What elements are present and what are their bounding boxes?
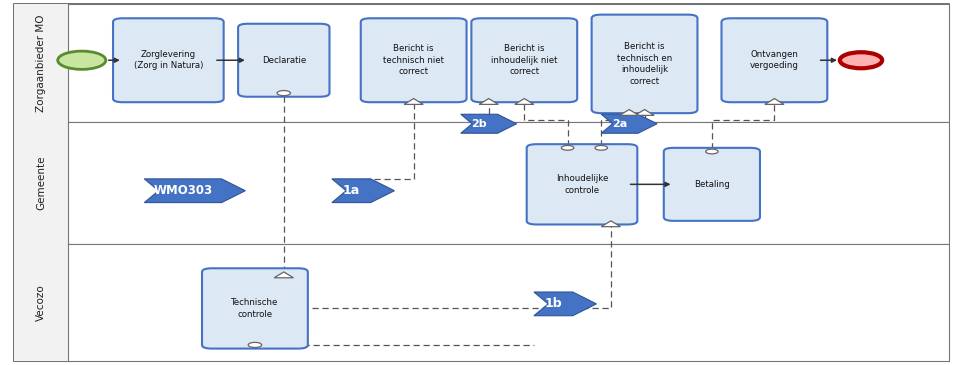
Polygon shape <box>332 179 394 203</box>
Bar <box>14 4 67 122</box>
Text: Gemeente: Gemeente <box>37 155 46 210</box>
Text: 1b: 1b <box>544 297 561 310</box>
Text: 1a: 1a <box>342 184 359 197</box>
Polygon shape <box>514 99 533 104</box>
Polygon shape <box>274 272 293 278</box>
Circle shape <box>704 149 717 154</box>
Bar <box>14 122 949 243</box>
Polygon shape <box>764 99 783 104</box>
Circle shape <box>58 51 106 69</box>
Text: Betaling: Betaling <box>693 180 729 189</box>
Text: Zorglevering
(Zorg in Natura): Zorglevering (Zorg in Natura) <box>134 50 203 70</box>
Text: Ontvangen
vergoeding: Ontvangen vergoeding <box>750 50 798 70</box>
FancyBboxPatch shape <box>237 24 329 97</box>
FancyBboxPatch shape <box>202 268 308 349</box>
Text: Inhoudelijke
controle: Inhoudelijke controle <box>555 174 607 195</box>
FancyBboxPatch shape <box>471 18 577 102</box>
Text: Bericht is
inhoudelijk niet
correct: Bericht is inhoudelijk niet correct <box>490 44 557 76</box>
FancyBboxPatch shape <box>527 144 636 224</box>
Text: 2a: 2a <box>611 119 627 129</box>
Text: Bericht is
technisch en
inhoudelijk
correct: Bericht is technisch en inhoudelijk corr… <box>616 42 672 85</box>
Circle shape <box>277 91 290 96</box>
Polygon shape <box>601 221 620 227</box>
Polygon shape <box>619 110 638 115</box>
Text: Zorgaanbieder MO: Zorgaanbieder MO <box>37 15 46 112</box>
Polygon shape <box>404 99 423 104</box>
Bar <box>14 4 949 122</box>
Bar <box>14 243 67 361</box>
Text: Vecozo: Vecozo <box>37 284 46 321</box>
Polygon shape <box>479 99 498 104</box>
Bar <box>14 122 67 243</box>
Circle shape <box>560 146 573 150</box>
Polygon shape <box>601 114 656 133</box>
Text: WMO303: WMO303 <box>153 184 212 197</box>
Circle shape <box>839 52 881 68</box>
Text: Technische
controle: Technische controle <box>231 298 279 319</box>
Polygon shape <box>533 292 596 316</box>
Polygon shape <box>460 114 516 133</box>
Text: Declaratie: Declaratie <box>261 56 306 65</box>
Bar <box>14 243 949 361</box>
Text: 2b: 2b <box>471 119 486 129</box>
FancyBboxPatch shape <box>663 148 759 221</box>
Text: Bericht is
technisch niet
correct: Bericht is technisch niet correct <box>382 44 444 76</box>
Polygon shape <box>144 179 245 203</box>
Circle shape <box>594 146 607 150</box>
Polygon shape <box>634 110 653 115</box>
Circle shape <box>248 342 261 347</box>
FancyBboxPatch shape <box>113 18 223 102</box>
FancyBboxPatch shape <box>591 15 697 113</box>
FancyBboxPatch shape <box>721 18 826 102</box>
FancyBboxPatch shape <box>360 18 466 102</box>
